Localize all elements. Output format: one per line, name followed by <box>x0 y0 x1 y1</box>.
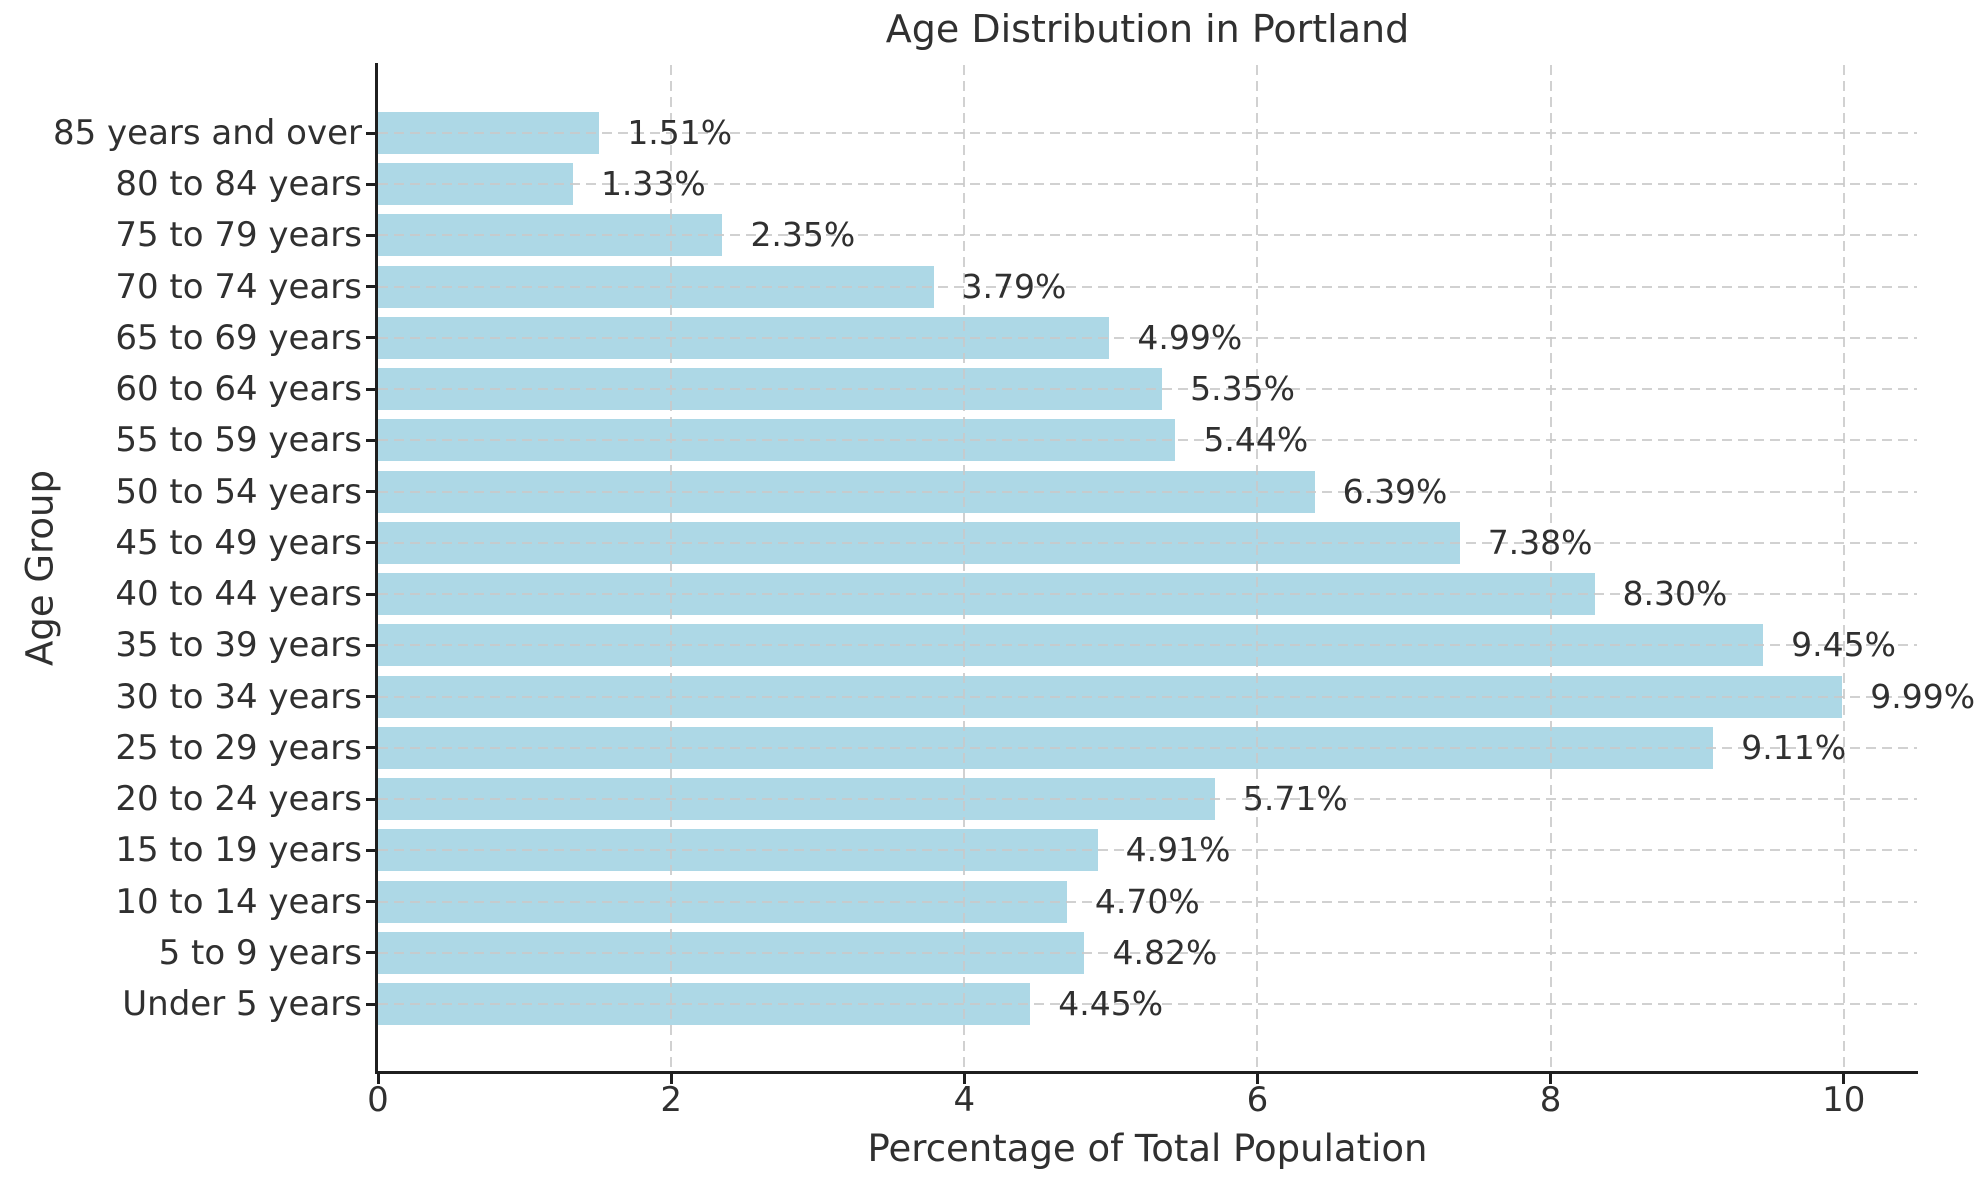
h-gridline <box>378 900 1917 903</box>
y-tick-mark <box>366 900 375 904</box>
y-tick-mark <box>366 695 375 699</box>
y-tick-mark <box>366 438 375 442</box>
v-gridline <box>1256 65 1259 1072</box>
bar-value-label: 8.30% <box>1622 574 1728 614</box>
bar-value-label: 4.91% <box>1125 830 1231 870</box>
h-gridline <box>378 951 1917 954</box>
y-tick-label: 60 to 64 years <box>115 369 362 410</box>
y-tick-label: 50 to 54 years <box>115 471 362 512</box>
x-tick-label: 8 <box>1539 1080 1562 1120</box>
x-tick-mark <box>1842 1074 1846 1084</box>
y-tick-mark <box>366 285 375 289</box>
x-axis-label: Percentage of Total Population <box>867 1127 1428 1170</box>
bar-value-label: 6.39% <box>1342 471 1448 511</box>
bar-value-label: 3.79% <box>961 266 1067 306</box>
y-tick-label: 65 to 69 years <box>115 317 362 358</box>
y-tick-mark <box>366 1002 375 1006</box>
h-gridline <box>378 183 1917 186</box>
y-tick-label: 25 to 29 years <box>115 727 362 768</box>
bar-value-label: 4.99% <box>1137 317 1243 357</box>
x-tick-label: 6 <box>1246 1080 1269 1120</box>
h-gridline <box>378 285 1917 288</box>
h-gridline <box>378 234 1917 237</box>
bar-value-label: 5.71% <box>1242 779 1348 819</box>
y-tick-label: Under 5 years <box>122 984 362 1024</box>
y-tick-mark <box>366 643 375 647</box>
y-tick-mark <box>366 592 375 596</box>
bar-value-label: 9.11% <box>1741 727 1847 767</box>
x-tick-label: 4 <box>953 1080 976 1120</box>
y-tick-mark <box>366 797 375 801</box>
v-gridline <box>670 65 673 1072</box>
h-gridline <box>378 541 1917 544</box>
y-tick-mark <box>366 336 375 340</box>
h-gridline <box>378 388 1917 391</box>
y-tick-mark <box>366 541 375 545</box>
y-tick-label: 75 to 79 years <box>115 215 362 256</box>
x-tick-label: 10 <box>1822 1080 1866 1120</box>
y-tick-label: 55 to 59 years <box>115 420 362 461</box>
h-gridline <box>378 849 1917 852</box>
bar-value-label: 5.44% <box>1203 420 1309 460</box>
y-tick-label: 5 to 9 years <box>158 932 362 973</box>
y-tick-mark <box>366 387 375 391</box>
y-tick-mark <box>366 182 375 186</box>
x-tick-mark <box>376 1074 380 1084</box>
y-tick-label: 30 to 34 years <box>115 676 362 717</box>
y-tick-label: 85 years and over <box>52 113 362 153</box>
x-tick-mark <box>1255 1074 1259 1084</box>
bar-value-label: 5.35% <box>1190 369 1295 409</box>
y-tick-label: 80 to 84 years <box>115 164 362 205</box>
x-tick-label: 2 <box>660 1080 682 1120</box>
v-gridline <box>963 65 966 1072</box>
bar-value-label: 9.99% <box>1870 676 1976 716</box>
v-gridline <box>1549 65 1552 1072</box>
y-tick-label: 40 to 44 years <box>115 574 362 615</box>
h-gridline <box>378 695 1917 698</box>
bar-value-label: 1.33% <box>600 164 706 204</box>
bar-value-label: 4.82% <box>1112 932 1218 972</box>
plot-area: 1.51% 1.33% 2.35% 3.79% 4.99% 5.35% 5.44% 6.39%… <box>378 65 1975 1072</box>
h-gridline <box>378 798 1917 801</box>
v-gridline <box>1842 65 1845 1072</box>
y-tick-label: 45 to 49 years <box>115 522 362 563</box>
h-gridline <box>378 746 1917 749</box>
bar-value-label: 2.35% <box>750 215 856 255</box>
y-tick-mark <box>366 848 375 852</box>
value-labels-layer: 1.51% 1.33% 2.35% 3.79% 4.99% 5.35% 5.44% 6.39%… <box>378 65 1975 1072</box>
y-tick-mark <box>366 951 375 955</box>
y-tick-label: 35 to 39 years <box>115 625 362 666</box>
y-tick-mark <box>366 746 375 750</box>
x-tick-label: 0 <box>367 1080 389 1120</box>
h-gridline <box>378 644 1917 647</box>
x-tick-mark <box>669 1074 673 1084</box>
h-gridline <box>378 593 1917 596</box>
h-gridline <box>378 1003 1917 1005</box>
y-tick-mark <box>366 490 375 494</box>
bar-value-label: 4.45% <box>1058 984 1164 1023</box>
y-tick-label: 20 to 24 years <box>115 779 362 820</box>
y-axis-spine <box>375 63 378 1074</box>
x-tick-mark <box>1549 1074 1553 1084</box>
x-tick-mark <box>962 1074 966 1084</box>
y-tick-label: 10 to 14 years <box>115 881 362 922</box>
bar-value-label: 7.38% <box>1487 522 1593 562</box>
grid-layer <box>378 65 1917 1072</box>
bar-value-label: 4.70% <box>1094 881 1200 921</box>
h-gridline <box>378 490 1917 493</box>
y-tick-label: 15 to 19 years <box>115 830 362 871</box>
h-gridline <box>378 132 1917 134</box>
y-tick-mark <box>366 233 375 237</box>
bar-value-label: 9.45% <box>1791 625 1896 665</box>
h-gridline <box>378 439 1917 442</box>
y-tick-mark <box>366 131 375 135</box>
h-gridline <box>378 336 1917 339</box>
chart-title: Age Distribution in Portland <box>885 7 1410 51</box>
bar-value-label: 1.51% <box>627 113 733 152</box>
x-axis-spine <box>375 1071 1918 1074</box>
y-tick-label: 70 to 74 years <box>115 266 362 307</box>
